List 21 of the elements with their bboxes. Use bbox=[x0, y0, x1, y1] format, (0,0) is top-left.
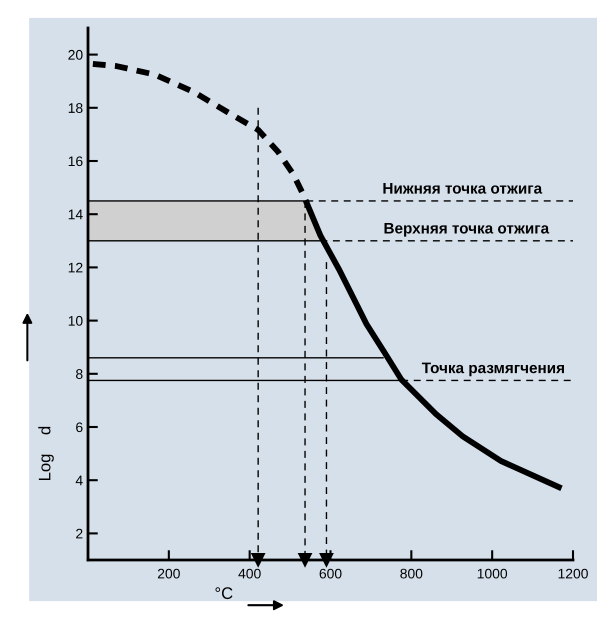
y-tick-label: 6 bbox=[76, 422, 83, 432]
y-tick-label: 18 bbox=[68, 103, 83, 113]
y-tick-label: 14 bbox=[68, 210, 83, 220]
annotation: Точка размягчения bbox=[422, 362, 564, 376]
x-tick-label: 600 bbox=[320, 568, 342, 579]
x-tick-label: 400 bbox=[238, 568, 261, 579]
y-tick-label: 10 bbox=[68, 316, 83, 326]
y-tick-label: 2 bbox=[76, 528, 82, 538]
y-tick-label: 16 bbox=[68, 156, 83, 166]
y-tick-label: 4 bbox=[76, 476, 83, 486]
x-tick-label: 1200 bbox=[558, 568, 588, 579]
x-tick-label: 1000 bbox=[478, 568, 508, 579]
x-tick-label: 200 bbox=[158, 568, 180, 579]
y-tick-label: 20 bbox=[68, 50, 83, 60]
x-axis-title: °C bbox=[215, 587, 233, 600]
y-tick-label: 8 bbox=[76, 369, 83, 379]
x-tick-label: 800 bbox=[400, 568, 422, 579]
y-tick-label: 12 bbox=[68, 262, 82, 272]
y-axis-title: Log d bbox=[38, 426, 54, 480]
annotation: Нижняя точка отжига bbox=[383, 183, 542, 194]
annotation: Верхняя точка отжига bbox=[384, 222, 550, 237]
